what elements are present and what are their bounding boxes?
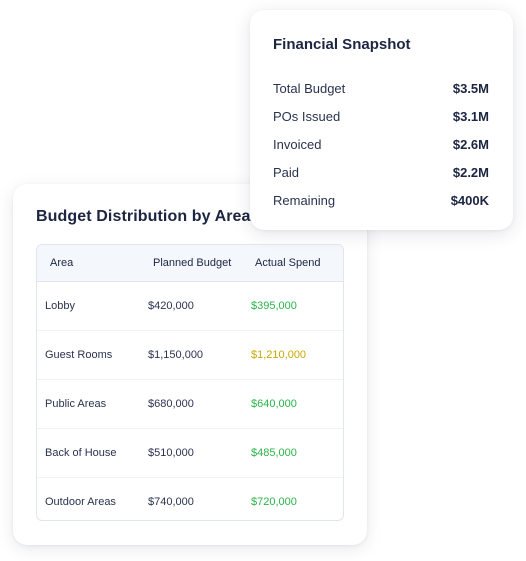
area-cell: Lobby	[45, 300, 75, 312]
area-cell: Public Areas	[45, 398, 107, 410]
financial-snapshot-title: Financial Snapshot	[273, 36, 411, 53]
budget-distribution-table: Area Planned Budget Actual Spend Lobby $…	[36, 244, 344, 521]
table-row: Guest Rooms $1,150,000 $1,210,000	[37, 331, 343, 380]
snapshot-label: Paid	[273, 164, 300, 180]
snapshot-value: $3.1M	[452, 108, 489, 124]
snapshot-row-paid: Paid $2.2M	[273, 158, 489, 186]
planned-budget-cell: $1,150,000	[148, 349, 204, 361]
snapshot-value: $2.2M	[452, 164, 489, 180]
snapshot-value: $2.6M	[452, 136, 489, 152]
snapshot-row-pos-issued: POs Issued $3.1M	[273, 102, 489, 130]
header-planned-budget: Planned Budget	[153, 257, 232, 269]
snapshot-value: $400K	[450, 192, 489, 208]
snapshot-list: Total Budget $3.5M POs Issued $3.1M Invo…	[273, 74, 489, 214]
snapshot-row-remaining: Remaining $400K	[273, 186, 489, 214]
header-area: Area	[50, 257, 74, 269]
budget-distribution-card: Budget Distribution by Area Area Planned…	[13, 184, 367, 545]
financial-snapshot-card: Financial Snapshot Total Budget $3.5M PO…	[250, 10, 513, 230]
snapshot-label: Total Budget	[273, 80, 346, 96]
actual-spend-cell: $1,210,000	[251, 349, 307, 361]
snapshot-row-total-budget: Total Budget $3.5M	[273, 74, 489, 102]
table-row: Back of House $510,000 $485,000	[37, 429, 343, 478]
snapshot-label: Remaining	[273, 192, 336, 208]
actual-spend-cell: $485,000	[251, 447, 297, 459]
area-cell: Outdoor Areas	[45, 496, 116, 508]
snapshot-row-invoiced: Invoiced $2.6M	[273, 130, 489, 158]
planned-budget-cell: $680,000	[148, 398, 194, 410]
snapshot-label: Invoiced	[273, 136, 322, 152]
actual-spend-cell: $395,000	[251, 300, 297, 312]
table-row: Lobby $420,000 $395,000	[37, 282, 343, 331]
area-cell: Guest Rooms	[45, 349, 113, 361]
snapshot-label: POs Issued	[273, 108, 341, 124]
header-actual-spend: Actual Spend	[255, 257, 321, 269]
table-header: Area Planned Budget Actual Spend	[37, 245, 343, 282]
actual-spend-cell: $720,000	[251, 496, 297, 508]
planned-budget-cell: $740,000	[148, 496, 194, 508]
table-row: Public Areas $680,000 $640,000	[37, 380, 343, 429]
snapshot-value: $3.5M	[452, 80, 489, 96]
area-cell: Back of House	[45, 447, 117, 459]
budget-distribution-title: Budget Distribution by Area	[36, 208, 251, 225]
planned-budget-cell: $420,000	[148, 300, 194, 312]
planned-budget-cell: $510,000	[148, 447, 194, 459]
table-row: Outdoor Areas $740,000 $720,000	[37, 478, 343, 520]
actual-spend-cell: $640,000	[251, 398, 297, 410]
